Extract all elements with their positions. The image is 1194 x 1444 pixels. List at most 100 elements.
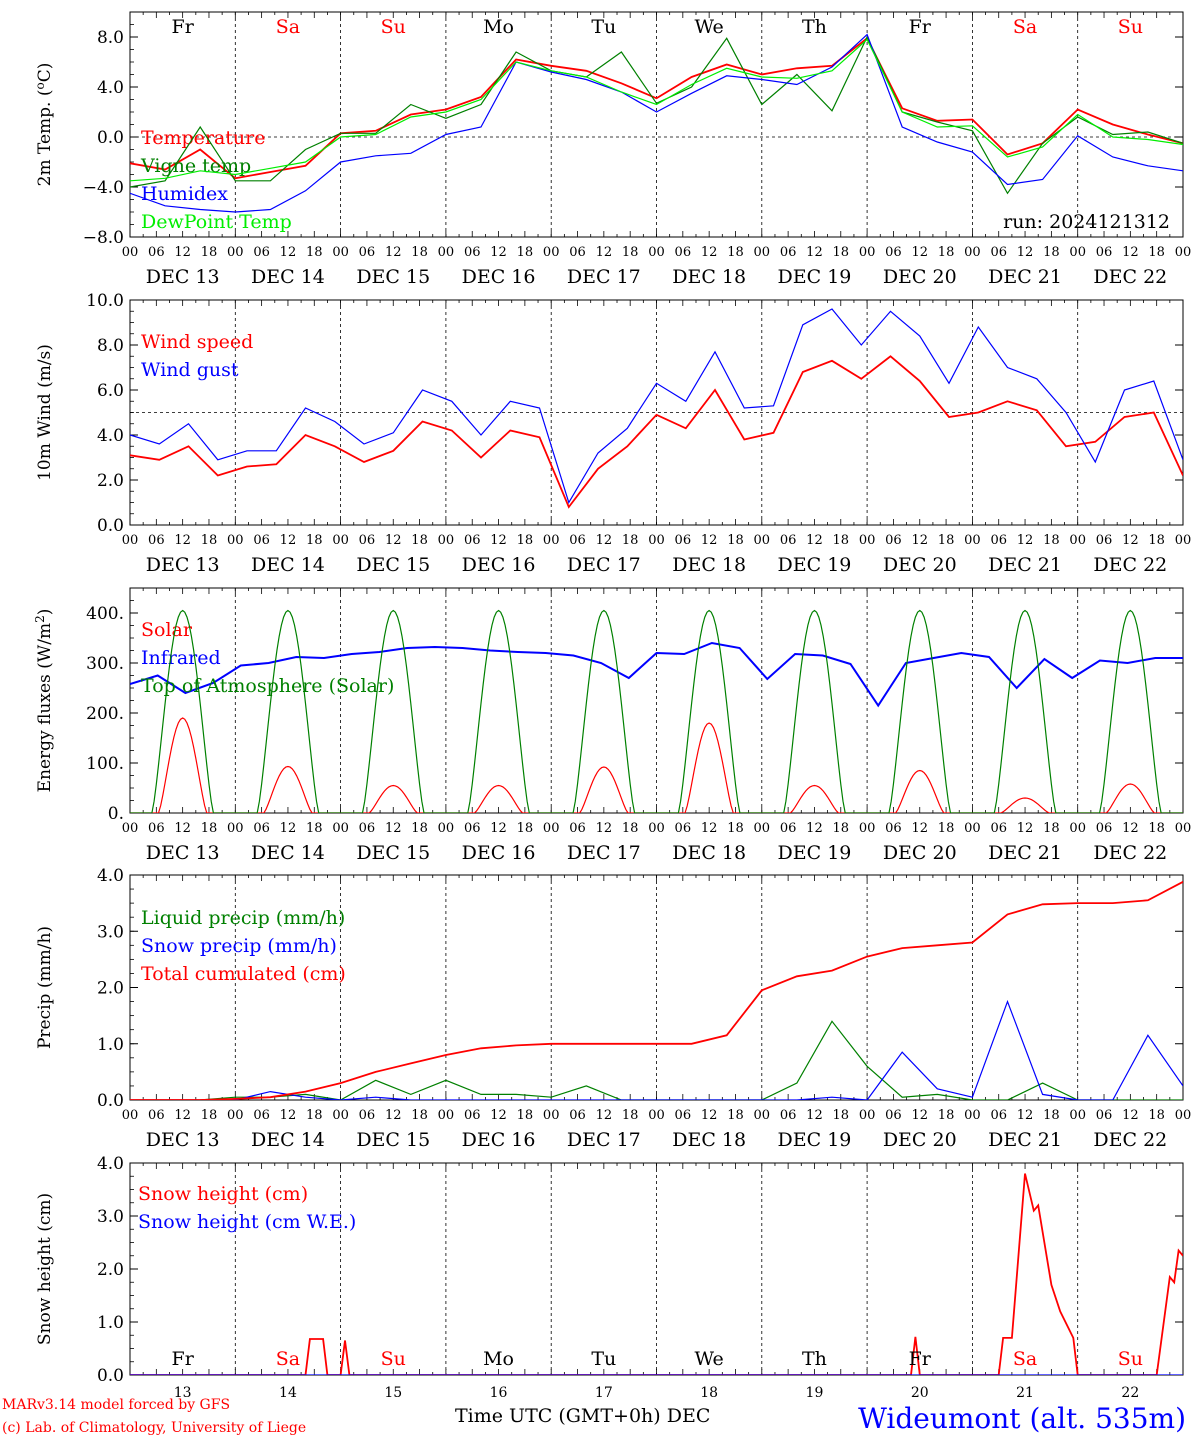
hour-tick-label: 18: [411, 821, 428, 836]
y-tick-label: 200.: [86, 704, 124, 724]
day-number-label: 22: [1121, 1385, 1139, 1401]
panel-5: 0.0 1.0 2.0 3.0 4.0 Snow height (cm) Snow heig…: [35, 1154, 1184, 1401]
hour-tick-label: 18: [938, 821, 955, 836]
date-label: DEC 18: [672, 1129, 746, 1151]
hour-tick-label: 12: [1017, 533, 1034, 548]
date-label: DEC 17: [567, 842, 641, 864]
series-line-2: [130, 881, 1183, 1100]
date-label: DEC 14: [251, 1129, 325, 1151]
weekday-label: Su: [381, 1348, 406, 1370]
weekday-label: Sa: [1013, 16, 1037, 38]
y-tick-label: 0.0: [97, 1091, 124, 1111]
date-label: DEC 17: [567, 554, 641, 576]
plot-frame: [129, 11, 1184, 238]
hour-tick-label: 18: [622, 821, 639, 836]
hour-tick-label: 00: [754, 1108, 771, 1123]
y-axis-title: Snow height (cm): [35, 1193, 55, 1345]
date-label: DEC 15: [356, 554, 430, 576]
hour-tick-label: 18: [727, 533, 744, 548]
weekday-label: Mo: [483, 1348, 514, 1370]
hour-tick-label: 00: [227, 533, 244, 548]
hour-tick-label: 18: [306, 533, 323, 548]
plot-frame: [129, 587, 1184, 814]
hour-tick-label: 12: [490, 821, 507, 836]
hour-tick-label: 00: [1175, 821, 1192, 836]
hour-tick-label: 18: [306, 1108, 323, 1123]
hour-tick-label: 12: [385, 533, 402, 548]
hour-tick-label: 06: [1096, 821, 1113, 836]
hour-tick-label: 00: [332, 533, 349, 548]
hour-tick-label: 00: [122, 821, 139, 836]
hour-tick-label: 18: [727, 821, 744, 836]
hour-tick-label: 00: [964, 1108, 981, 1123]
hour-tick-label: 06: [464, 245, 481, 260]
legend-entry: Liquid precip (mm/h): [141, 907, 345, 929]
hour-tick-label: 00: [1175, 245, 1192, 260]
model-credit: MARv3.14 model forced by GFS: [2, 1397, 231, 1413]
hour-tick-label: 12: [1017, 245, 1034, 260]
panel-3: 0. 100. 200. 300. 400. Energy fluxes (W/m2) 00…: [33, 587, 1192, 864]
series-line-3: [130, 38, 1183, 182]
legend-entry: Solar: [141, 619, 193, 641]
hour-tick-label: 06: [1096, 1108, 1113, 1123]
hour-tick-label: 18: [1043, 821, 1060, 836]
hour-tick-label: 00: [648, 245, 665, 260]
y-tick-label: 1.0: [97, 1313, 124, 1333]
weekday-label: Su: [1118, 1348, 1143, 1370]
hour-tick-label: 00: [227, 821, 244, 836]
hour-tick-label: 06: [780, 821, 797, 836]
date-label: DEC 19: [778, 266, 852, 288]
hour-tick-label: 18: [1148, 245, 1165, 260]
hour-tick-label: 18: [1043, 533, 1060, 548]
hour-tick-label: 00: [648, 1108, 665, 1123]
date-label: DEC 15: [356, 1129, 430, 1151]
hour-tick-label: 00: [332, 1108, 349, 1123]
date-label: DEC 20: [883, 554, 957, 576]
legend-entry: Vigne temp: [140, 155, 251, 177]
y-axis-title: 2m Temp. (oC): [33, 63, 55, 187]
hour-tick-label: 18: [727, 245, 744, 260]
hour-tick-label: 06: [885, 533, 902, 548]
hour-tick-label: 18: [938, 533, 955, 548]
date-label: DEC 18: [672, 554, 746, 576]
series-line-0: [130, 355, 1183, 509]
date-label: DEC 18: [672, 842, 746, 864]
hour-tick-label: 00: [122, 1108, 139, 1123]
hour-tick-label: 12: [596, 821, 613, 836]
x-axis-title: Time UTC (GMT+0h) DEC: [455, 1405, 711, 1427]
hour-tick-label: 18: [517, 1108, 534, 1123]
legend-entry: Wind speed: [141, 331, 253, 353]
day-number-label: 14: [279, 1385, 297, 1401]
y-tick-label: 6.0: [97, 381, 124, 401]
day-number-label: 16: [490, 1385, 508, 1401]
hour-tick-label: 00: [964, 821, 981, 836]
hour-tick-label: 18: [201, 821, 218, 836]
weekday-label: Sa: [276, 16, 300, 38]
series-line-1: [130, 35, 1183, 195]
date-label: DEC 20: [883, 266, 957, 288]
hour-tick-label: 06: [359, 821, 376, 836]
y-tick-label: 4.0: [97, 426, 124, 446]
hour-tick-label: 06: [569, 533, 586, 548]
hour-tick-label: 06: [569, 1108, 586, 1123]
hour-tick-label: 06: [359, 1108, 376, 1123]
hour-tick-label: 18: [1043, 245, 1060, 260]
hour-tick-label: 06: [464, 533, 481, 548]
weekday-label: Tu: [591, 16, 616, 38]
hour-tick-label: 12: [911, 821, 928, 836]
hour-tick-label: 00: [859, 245, 876, 260]
hour-tick-label: 00: [754, 245, 771, 260]
hour-tick-label: 18: [517, 245, 534, 260]
day-number-label: 15: [384, 1385, 402, 1401]
hour-tick-label: 06: [148, 533, 165, 548]
hour-tick-label: 06: [148, 1108, 165, 1123]
date-label: DEC 17: [567, 266, 641, 288]
legend-entry: Infrared: [141, 647, 221, 669]
hour-tick-label: 18: [622, 533, 639, 548]
hour-tick-label: 06: [990, 1108, 1007, 1123]
date-label: DEC 18: [672, 266, 746, 288]
hour-tick-label: 00: [754, 821, 771, 836]
weekday-label: We: [695, 1348, 724, 1370]
